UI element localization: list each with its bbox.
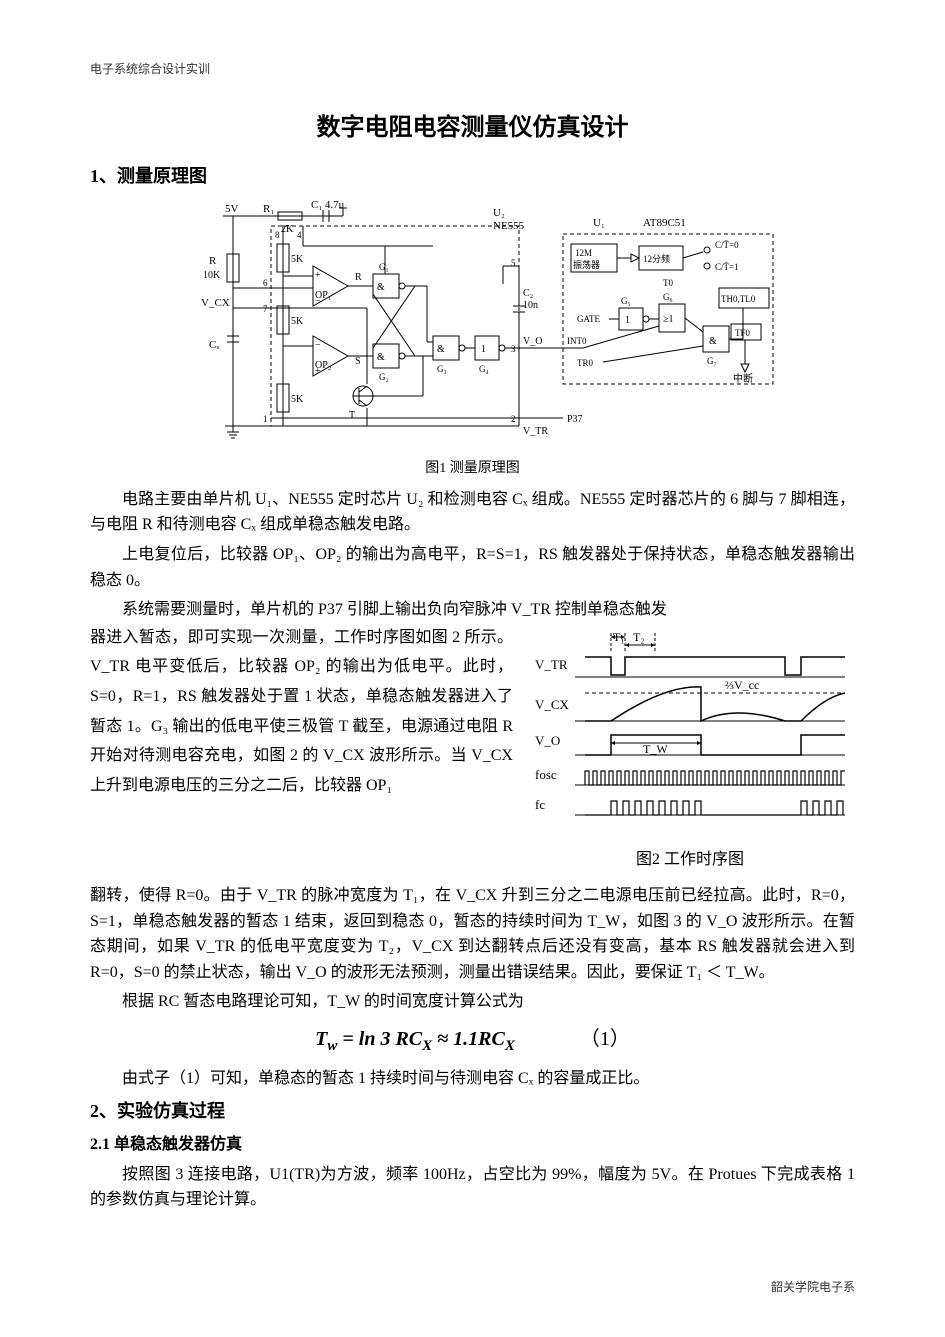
- vo-label: V_O: [523, 336, 542, 347]
- two-thirds: ⅔V_cc: [725, 678, 759, 692]
- pin2: 2: [511, 414, 516, 424]
- svg-text:&: &: [437, 344, 445, 355]
- r-label: R: [209, 255, 217, 267]
- section-1-heading: 1、测量原理图: [90, 162, 855, 191]
- vtr-label: V_TR: [523, 426, 548, 437]
- svg-text:≥1: ≥1: [663, 314, 674, 325]
- sig-fosc: fosc: [535, 767, 557, 782]
- t2-marker: T₂: [633, 630, 645, 644]
- div-label: 12分频: [643, 253, 670, 264]
- pin1: 1: [263, 414, 268, 424]
- sig-vcx: V_CX: [535, 697, 570, 712]
- r5k-2: 5K: [291, 316, 304, 327]
- u2-label: U₂: [493, 207, 505, 219]
- svg-text:+: +: [315, 366, 321, 377]
- pin3: 3: [511, 344, 516, 354]
- sig-vo: V_O: [535, 733, 560, 748]
- osc-label2: 振荡器: [573, 259, 600, 270]
- g3-label: G₃: [437, 364, 447, 374]
- svg-text:&: &: [709, 336, 717, 347]
- sig-fc: fc: [535, 797, 545, 812]
- paragraph-2: 上电复位后，比较器 OP₁、OP₂ 的输出为高电平，R=S=1，RS 触发器处于…: [90, 542, 855, 593]
- g7-label: G₇: [707, 356, 717, 366]
- pin7: 7: [263, 304, 268, 314]
- ct1-label: C/T̄=1: [715, 262, 739, 272]
- svg-text:&: &: [377, 282, 385, 293]
- v5-label: 5V: [225, 203, 239, 215]
- ct0-label: C/T̄=0: [715, 240, 739, 250]
- svg-text:+: +: [315, 270, 321, 281]
- cx-label: Cₓ: [209, 339, 220, 351]
- pin8: 8: [275, 230, 280, 240]
- osc-label1: 12M: [575, 248, 592, 258]
- th0tl0-label: TH0,TL0: [721, 294, 756, 304]
- c1-label: C₁ 4.7u: [311, 199, 345, 211]
- g1-label: G₁: [379, 262, 389, 272]
- svg-text:&: &: [377, 352, 385, 363]
- figure-1: U₂ NE555 U₁ AT89C51 5V R₁ 2K C₁ 4.7u 5K …: [90, 196, 855, 480]
- formula-1-num: （1）: [580, 1028, 630, 1050]
- pin6: 6: [263, 278, 268, 288]
- tf0-label: TF0: [735, 328, 751, 338]
- p37-label: P37: [567, 414, 583, 425]
- section-2-1-heading: 2.1 单稳态触发器仿真: [90, 1132, 855, 1158]
- header-note: 电子系统综合设计实训: [90, 60, 855, 79]
- mcu-label: AT89C51: [643, 217, 686, 229]
- g2-label: G₂: [379, 372, 389, 382]
- g4-label: G₄: [479, 364, 489, 374]
- page-title: 数字电阻电容测量仪仿真设计: [90, 109, 855, 147]
- t0-label: T0: [663, 278, 673, 288]
- timing-diagram: T₁ T₂ V_TR V_CX ⅔V_cc V_O: [525, 627, 855, 837]
- r10k-label: 10K: [203, 270, 221, 281]
- g5-label: G₅: [621, 296, 631, 306]
- svg-text:1: 1: [625, 315, 630, 326]
- s-node: S: [355, 356, 361, 367]
- svg-text:−: −: [315, 296, 321, 307]
- vcx-label: V_CX: [201, 297, 230, 309]
- sig-vtr: V_TR: [535, 657, 568, 672]
- section-2-heading: 2、实验仿真过程: [90, 1097, 855, 1126]
- u1-label: U₁: [593, 217, 605, 229]
- t-label: T: [349, 410, 355, 421]
- c2v-label: 10n: [523, 300, 538, 311]
- r1-label: R₁: [263, 203, 274, 215]
- tw-marker: T_W: [643, 742, 668, 756]
- figure-1-caption: 图1 测量原理图: [90, 458, 855, 480]
- irq-label: 中断: [733, 372, 753, 385]
- paragraph-6: 按照图 3 连接电路，U1(TR)为方波，频率 100Hz，占空比为 99%，幅…: [90, 1162, 855, 1213]
- pin4: 4: [297, 230, 302, 240]
- footer-note: 韶关学院电子系: [771, 1278, 855, 1297]
- r-node: R: [355, 272, 362, 283]
- svg-text:−: −: [315, 340, 321, 351]
- int0-label: INT0: [567, 336, 587, 346]
- r5k-1: 5K: [291, 254, 304, 265]
- paragraph-1: 电路主要由单片机 U₁、NE555 定时芯片 U₂ 和检测电容 Cₓ 组成。NE…: [90, 487, 855, 538]
- circuit-diagram: U₂ NE555 U₁ AT89C51 5V R₁ 2K C₁ 4.7u 5K …: [163, 196, 783, 456]
- figure-2: T₁ T₂ V_TR V_CX ⅔V_cc V_O: [525, 627, 855, 873]
- figure-2-caption: 图2 工作时序图: [525, 847, 855, 873]
- tr0-label: TR0: [577, 358, 594, 368]
- r5k-3: 5K: [291, 394, 304, 405]
- g6-label: G₆: [663, 292, 673, 302]
- paragraph-4: 根据 RC 暂态电路理论可知，T_W 的时间宽度计算公式为: [90, 989, 855, 1015]
- formula-1: Tw = ln 3 RCX ≈ 1.1RCX （1）: [90, 1023, 855, 1058]
- ne555-label: NE555: [493, 220, 525, 232]
- paragraph-3-lead: 系统需要测量时，单片机的 P37 引脚上输出负向窄脉冲 V_TR 控制单稳态触发: [90, 597, 855, 623]
- svg-text:1: 1: [481, 344, 486, 355]
- paragraph-5: 由式子（1）可知，单稳态的暂态 1 持续时间与待测电容 Cₓ 的容量成正比。: [90, 1066, 855, 1092]
- gate-label: GATE: [577, 314, 600, 324]
- c2-label: C₂: [523, 288, 533, 299]
- formula-1-expr: Tw = ln 3 RCX ≈ 1.1RCX: [315, 1028, 515, 1050]
- paragraph-3-tail: 翻转，使得 R=0。由于 V_TR 的脉冲宽度为 T₁，在 V_CX 升到三分之…: [90, 883, 855, 985]
